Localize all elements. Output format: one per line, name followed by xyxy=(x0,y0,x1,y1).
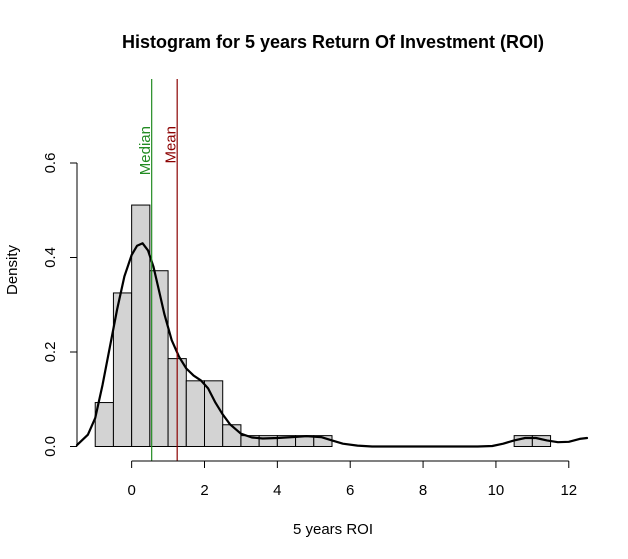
y-tick-label: 0.0 xyxy=(42,436,59,457)
y-axis-label: Density xyxy=(4,244,21,295)
x-axis: 0 2 4 6 8 10 12 xyxy=(127,460,577,499)
histogram-bar xyxy=(149,270,169,448)
x-axis-label: 5 years ROI xyxy=(293,521,373,538)
chart-title: Histogram for 5 years Return Of Investme… xyxy=(122,32,544,52)
histogram-bar xyxy=(131,204,151,447)
y-tick-label: 0.6 xyxy=(42,153,59,174)
x-tick-label: 8 xyxy=(419,482,427,499)
x-tick-label: 4 xyxy=(273,482,281,499)
y-axis: 0.0 0.2 0.4 0.6 xyxy=(42,153,78,457)
x-tick-label: 0 xyxy=(127,482,135,499)
histogram-bar xyxy=(204,380,224,448)
x-tick-label: 6 xyxy=(346,482,354,499)
y-tick-label: 0.2 xyxy=(42,342,59,363)
reference-lines: Median Mean xyxy=(137,79,180,461)
histogram-bar xyxy=(185,380,206,448)
y-tick-label: 0.4 xyxy=(42,247,59,268)
density-curve-layer xyxy=(75,242,589,448)
histogram-bars xyxy=(94,204,552,448)
x-tick-label: 12 xyxy=(560,482,577,499)
reference-line-label-mean: Mean xyxy=(163,126,180,164)
histogram-bar xyxy=(222,424,242,448)
x-tick-label: 10 xyxy=(488,482,505,499)
x-tick-label: 2 xyxy=(200,482,208,499)
density-curve xyxy=(75,242,589,448)
reference-line-label-median: Median xyxy=(137,126,154,175)
